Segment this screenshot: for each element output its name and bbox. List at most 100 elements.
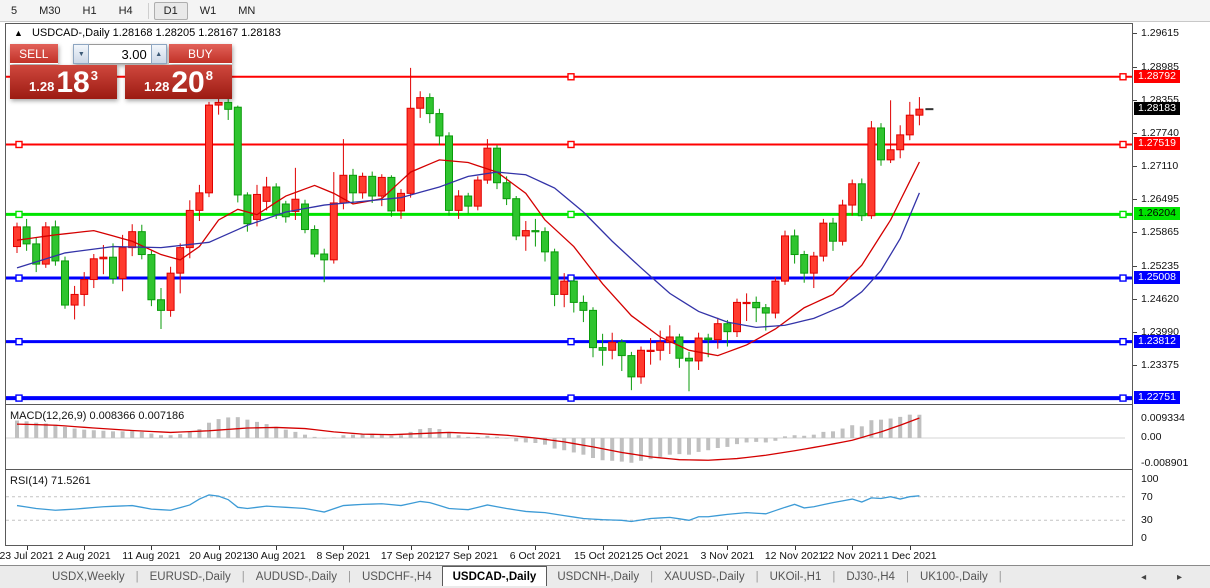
date-axis-tick — [727, 546, 729, 550]
pane-divider-macd[interactable] — [5, 404, 1133, 405]
timeframe-toolbar: 5 M30 H1 H4 D1 W1 MN — [0, 0, 1210, 22]
price-axis-tick — [1133, 166, 1137, 168]
tab-ukoil-h1[interactable]: UKOil-,H1 — [769, 571, 822, 583]
date-axis-label: 1 Dec 2021 — [882, 550, 937, 562]
timeframe-button-5[interactable]: 5 — [11, 4, 18, 17]
timeframe-button-w1[interactable]: W1 — [199, 4, 217, 17]
tab-separator: | — [241, 571, 245, 583]
volume-input[interactable]: 3.00 — [89, 44, 151, 64]
price-axis-label: 1.25865 — [1141, 226, 1179, 239]
rsi-scale-label: 70 — [1141, 490, 1153, 503]
pane-divider-rsi[interactable] — [5, 469, 1133, 470]
horizontal-level-lines[interactable] — [6, 73, 1132, 402]
date-axis-label: 6 Oct 2021 — [509, 550, 562, 562]
rsi-scale-label: 0 — [1141, 532, 1147, 544]
date-axis-label: 12 Nov 2021 — [764, 550, 825, 562]
tab-usdcnh-daily[interactable]: USDCNH-,Daily — [557, 571, 640, 583]
rsi-scale-label: 30 — [1141, 514, 1153, 527]
tab-separator: | — [832, 571, 836, 583]
chart-ohlc-values: 1.28168 1.28205 1.28167 1.28183 — [112, 27, 281, 39]
timeframe-button-h4[interactable]: H4 — [118, 4, 133, 17]
date-axis-tick — [852, 546, 854, 550]
date-axis-label: 17 Sep 2021 — [380, 550, 441, 562]
price-axis-tick — [1133, 232, 1137, 234]
date-axis-tick — [794, 546, 796, 550]
timeframe-button-m30[interactable]: M30 — [39, 4, 61, 17]
tab-scroll-arrows[interactable]: ◂ ▸ — [1141, 571, 1196, 583]
tab-separator: | — [347, 571, 351, 583]
macd-indicator-pane[interactable]: MACD(12,26,9) 0.008366 0.007186 — [5, 406, 1133, 469]
price-axis-tick — [1133, 298, 1137, 300]
sell-price-box[interactable]: 1.28 18 3 — [10, 65, 117, 99]
volume-increase-icon[interactable]: ▲ — [150, 44, 167, 64]
price-axis-tick — [1133, 332, 1137, 334]
timeframe-button-h1[interactable]: H1 — [82, 4, 97, 17]
date-axis-label: 15 Oct 2021 — [573, 550, 632, 562]
tab-usdx-weekly[interactable]: USDX,Weekly — [52, 571, 125, 583]
sell-price-main: 18 — [56, 66, 90, 99]
date-axis-tick — [660, 546, 662, 550]
price-axis-tick — [1133, 265, 1137, 267]
buy-price-prefix: 1.28 — [144, 79, 170, 94]
date-axis-tick — [26, 546, 28, 550]
date-axis-tick — [151, 546, 153, 550]
timeframe-button-mn[interactable]: MN — [238, 4, 256, 17]
date-axis-tick — [535, 546, 537, 550]
one-click-trading-panel: SELL ▼ 3.00 ▲ BUY 1.28 18 3 1.28 20 8 — [10, 44, 233, 99]
price-axis-tick — [1133, 100, 1137, 102]
tab-audusd-daily[interactable]: AUDUSD-,Daily — [255, 571, 337, 583]
tab-eurusd-daily[interactable]: EURUSD-,Daily — [149, 571, 231, 583]
buy-button[interactable]: BUY — [168, 44, 233, 64]
tab-xauusd-daily[interactable]: XAUUSD-,Daily — [664, 571, 745, 583]
date-axis-tick — [276, 546, 278, 550]
price-axis-tick — [1133, 198, 1137, 200]
date-axis[interactable]: 23 Jul 2021 2 Aug 2021 11 Aug 2021 20 Aug 2… — [0, 546, 1133, 564]
chart-tab-bar: USDX,Weekly | EURUSD-,Daily | AUDUSD-,Daily |… — [0, 565, 1210, 588]
rsi-scale-label: 100 — [1141, 473, 1159, 485]
tab-dj30-h4[interactable]: DJ30-,H4 — [846, 571, 895, 583]
price-axis-label: 1.26495 — [1141, 192, 1179, 205]
price-axis-tick — [1133, 132, 1137, 134]
tab-separator: | — [755, 571, 759, 583]
date-axis-tick — [909, 546, 911, 550]
chart-title: ▲ USDCAD-,Daily 1.28168 1.28205 1.28167 … — [14, 27, 281, 39]
ma-fast-line — [16, 159, 920, 357]
rsi-label: RSI(14) 71.5261 — [10, 475, 91, 487]
macd-label: MACD(12,26,9) 0.008366 0.007186 — [10, 410, 184, 422]
tab-usdcad-daily[interactable]: USDCAD-,Daily — [441, 566, 548, 586]
date-axis-tick — [218, 546, 220, 550]
timeframe-button-d1[interactable]: D1 — [153, 1, 188, 20]
price-chart-plot[interactable] — [5, 24, 1133, 405]
buy-price-box[interactable]: 1.28 20 8 — [125, 65, 232, 99]
date-axis-label: 8 Sep 2021 — [316, 550, 371, 562]
price-axis-tick — [1133, 33, 1137, 34]
collapse-panel-icon[interactable]: ▲ — [14, 28, 23, 38]
chart-frame — [5, 23, 1133, 546]
price-axis-tick — [1133, 364, 1137, 366]
volume-decrease-icon[interactable]: ▼ — [73, 44, 90, 64]
date-axis-label: 11 Aug 2021 — [122, 550, 181, 562]
price-axis-label: 1.24620 — [1141, 292, 1179, 305]
level-price-badge: 1.23812 — [1134, 334, 1180, 348]
rsi-indicator-pane[interactable]: RSI(14) 71.5261 — [5, 470, 1133, 545]
tab-separator: | — [905, 571, 909, 583]
tab-usdchf-h4[interactable]: USDCHF-,H4 — [361, 571, 432, 583]
tab-separator: | — [998, 571, 1002, 583]
buy-price-pipette: 8 — [205, 68, 213, 83]
tab-uk100-daily[interactable]: UK100-,Daily — [919, 571, 988, 583]
macd-scale-label: 0.00 — [1141, 431, 1162, 443]
rsi-line — [16, 494, 920, 523]
level-price-badge: 1.25008 — [1134, 271, 1180, 285]
price-axis-label: 1.29615 — [1141, 27, 1179, 39]
date-axis-label: 22 Nov 2021 — [822, 550, 882, 562]
price-axis[interactable]: 1.29615 1.28985 1.28355 1.27740 1.27110 1.264… — [1133, 23, 1210, 546]
price-axis-tick — [1133, 66, 1137, 68]
price-axis-label: 1.25235 — [1141, 259, 1179, 272]
date-axis-tick — [84, 546, 86, 550]
toolbar-separator — [147, 2, 149, 19]
sell-button[interactable]: SELL — [10, 44, 58, 64]
buy-price-main: 20 — [171, 66, 205, 99]
date-axis-label: 27 Sep 2021 — [438, 550, 498, 562]
price-axis-label: 1.23375 — [1141, 358, 1179, 371]
price-axis-label: 1.27110 — [1141, 160, 1179, 173]
